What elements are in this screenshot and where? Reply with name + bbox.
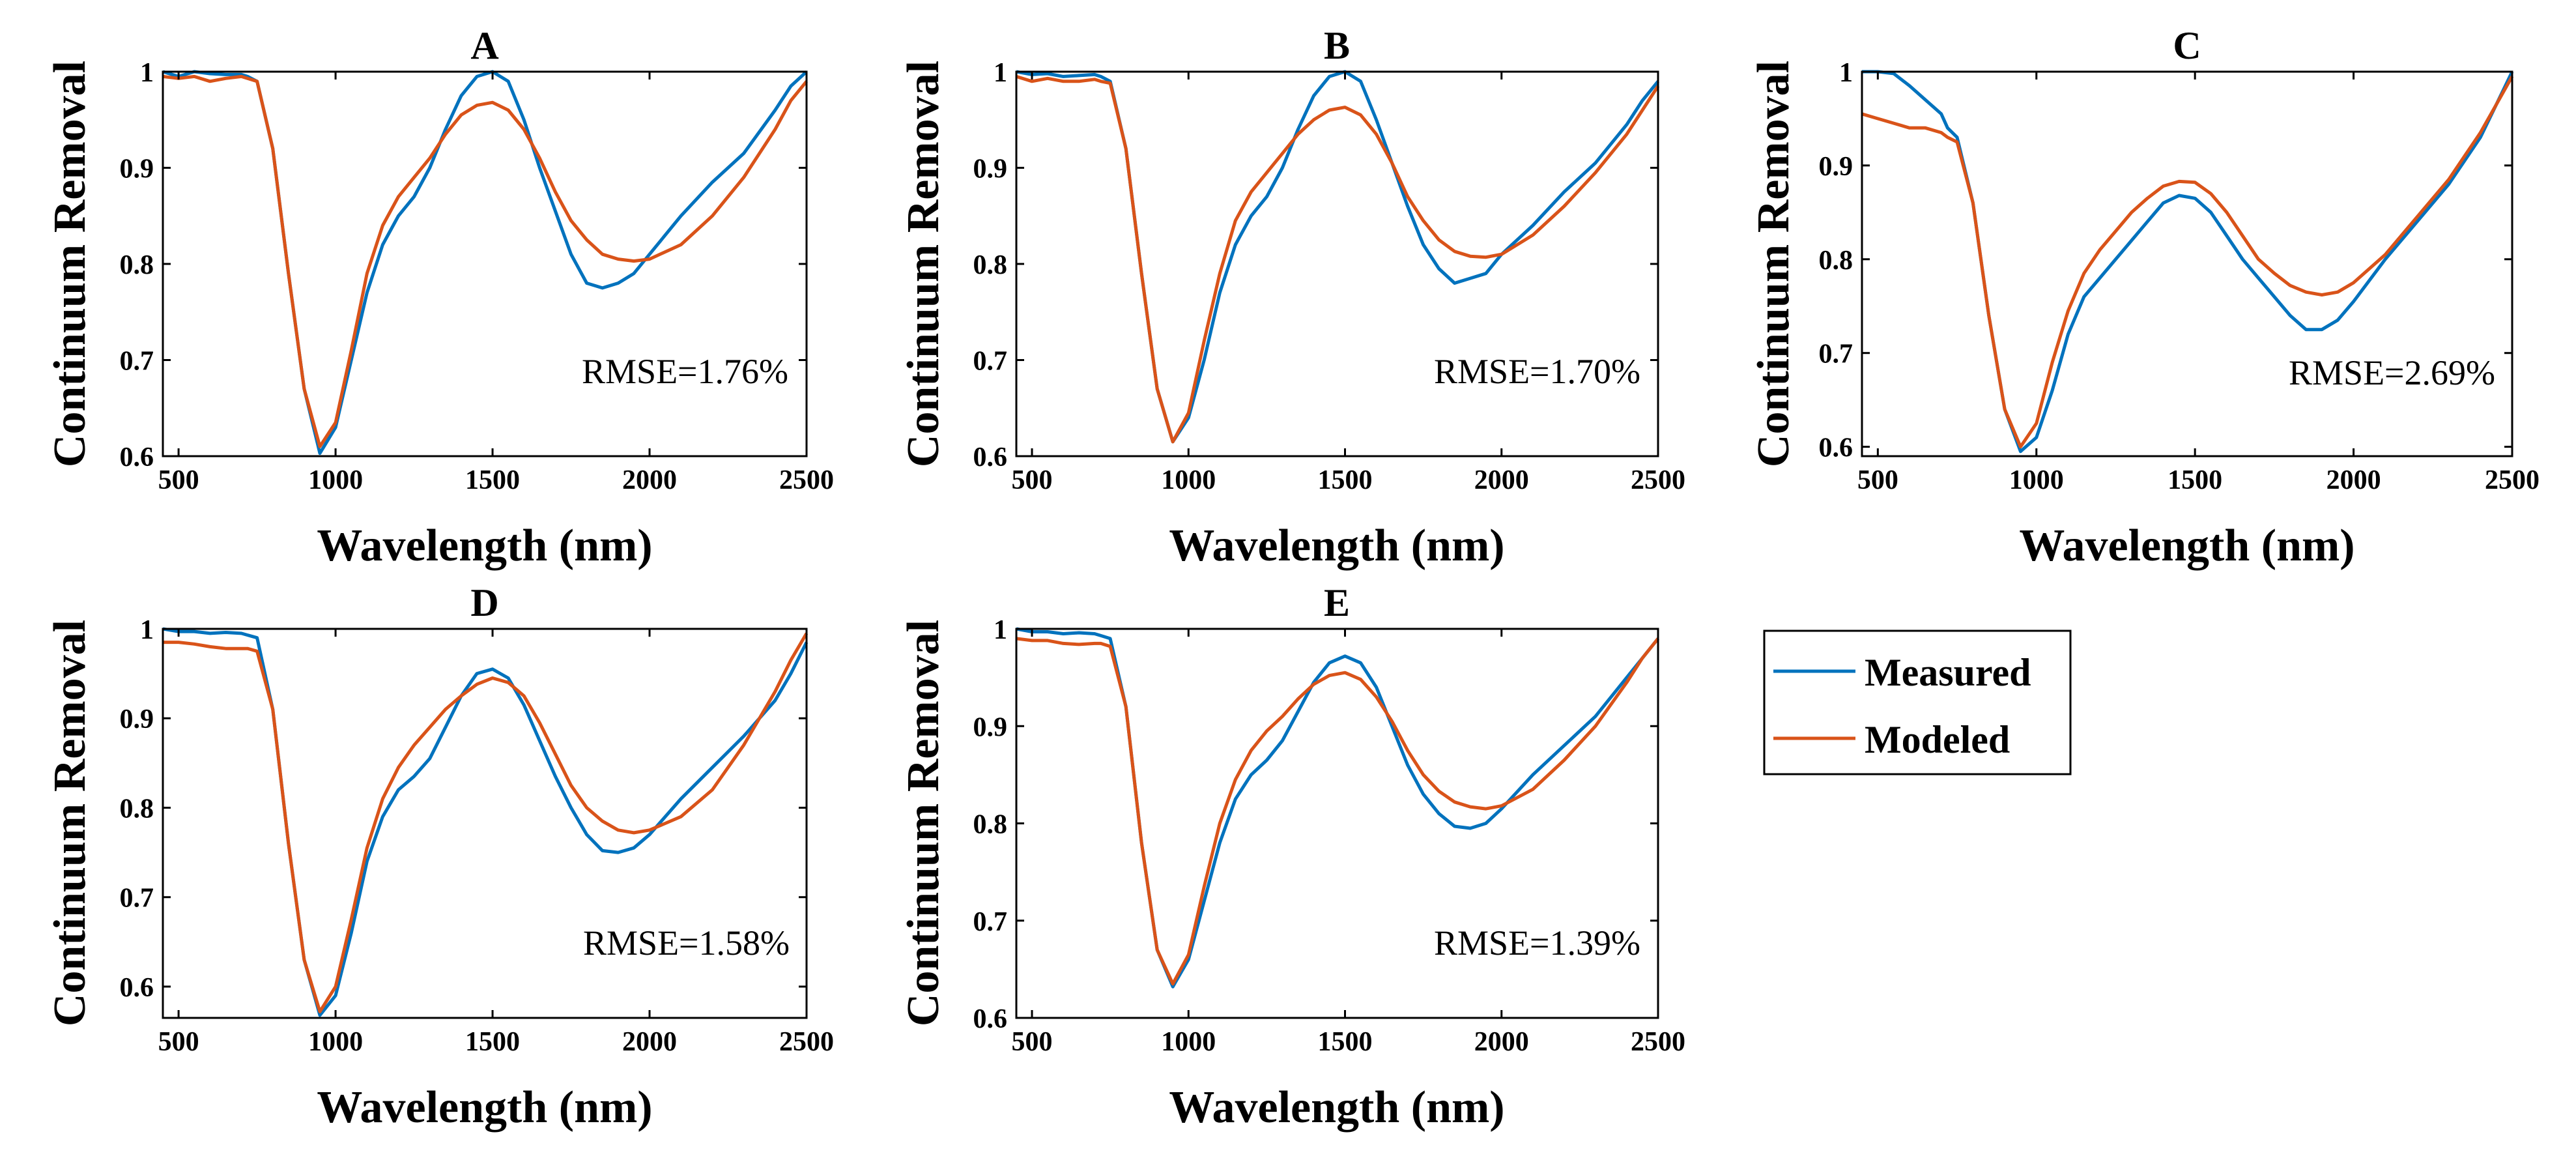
panel-b-title: B	[1324, 24, 1350, 67]
panel-b-ytick-label: 0.6	[973, 442, 1008, 472]
panel-c-ytick-label: 1	[1839, 58, 1853, 88]
legend-box	[1763, 630, 2072, 775]
panel-a: A Wavelength (nm) Continuum Removal RMSE…	[45, 24, 834, 571]
panel-b-ylabel: Continuum Removal	[898, 61, 949, 467]
panel-a-xtick-label: 1000	[308, 465, 363, 495]
panel-a-ytick-label: 1	[140, 58, 154, 88]
panel-c-ytick-label: 0.9	[1819, 152, 1853, 182]
panel-e-rmse-annotation: RMSE=1.39%	[1434, 923, 1640, 963]
panel-e-ytick-label: 1	[994, 615, 1007, 645]
panel-e-xtick-label: 2500	[1631, 1027, 1685, 1057]
panel-b-xlabel: Wavelength (nm)	[1169, 521, 1504, 571]
panel-e-ytick-label: 0.6	[973, 1004, 1008, 1034]
panel-e-ytick-label: 0.8	[973, 810, 1008, 840]
legend-measured-label: Measured	[1865, 651, 2031, 694]
panel-e-modeled-line	[1016, 637, 1659, 986]
panel-b-measured-line	[1016, 70, 1659, 444]
panel-d-xtick-label: 1500	[465, 1027, 520, 1057]
panel-d-rmse-annotation: RMSE=1.58%	[583, 923, 790, 963]
panel-a-ytick-label: 0.9	[120, 154, 154, 184]
panel-e-ytick-label: 0.9	[973, 712, 1008, 742]
panel-b-xtick-label: 500	[1012, 465, 1053, 495]
panel-e-ylabel: Continuum Removal	[898, 620, 949, 1026]
panel-c-ytick-label: 0.8	[1819, 246, 1853, 276]
panel-a-xlabel: Wavelength (nm)	[317, 521, 652, 571]
panel-b-xtick-label: 2500	[1631, 465, 1685, 495]
panel-a-title: A	[470, 24, 498, 67]
panel-e: E Wavelength (nm) Continuum Removal RMSE…	[898, 581, 1685, 1133]
panel-e-xtick-label: 2000	[1474, 1027, 1529, 1057]
panel-a-xtick-label: 1500	[465, 465, 520, 495]
panel-c-axes-box	[1861, 70, 2513, 457]
panel-b-ytick-label: 0.8	[973, 250, 1008, 280]
panel-e-ytick-label: 0.7	[973, 907, 1008, 937]
panel-d-ytick-label: 0.8	[120, 794, 154, 824]
panel-d-xtick-label: 2000	[622, 1027, 677, 1057]
panel-c-rmse-annotation: RMSE=2.69%	[2289, 353, 2495, 392]
panel-c-ytick-label: 0.6	[1819, 433, 1853, 463]
panel-e-xtick-label: 500	[1012, 1027, 1053, 1057]
panel-b-ytick-label: 1	[994, 58, 1007, 88]
panel-b-modeled-line	[1016, 75, 1660, 444]
panel-b: B Wavelength (nm) Continuum Removal RMSE…	[898, 24, 1685, 571]
panel-a-ytick-label: 0.7	[120, 347, 154, 377]
panel-b-ytick-label: 0.9	[973, 154, 1008, 184]
panel-c-modeled-line	[1861, 75, 2514, 449]
panel-c-ylabel: Continuum Removal	[1749, 61, 1799, 467]
panel-b-xtick-label: 1500	[1318, 465, 1373, 495]
panel-c: C Wavelength (nm) Continuum Removal RMSE…	[1749, 24, 2540, 571]
panel-d-xtick-label: 1000	[308, 1027, 363, 1057]
panel-a-xtick-label: 500	[158, 465, 199, 495]
panel-c-ytick-label: 0.7	[1819, 340, 1853, 369]
panel-d-ytick-label: 0.7	[120, 884, 154, 914]
panel-c-xtick-label: 1500	[2168, 465, 2222, 495]
panel-d-measured-line	[162, 627, 809, 1017]
panel-c-measured-line	[1862, 70, 2514, 454]
panel-a-ytick-label: 0.8	[120, 250, 154, 280]
panel-a-ylabel: Continuum Removal	[45, 61, 95, 467]
panel-a-modeled-line	[162, 74, 808, 448]
panel-c-title: C	[2173, 24, 2201, 67]
panel-d-axes-box	[162, 628, 808, 1019]
panel-d-title: D	[470, 581, 498, 624]
panel-d-ytick-label: 0.6	[120, 973, 154, 1003]
legend-modeled-label: Modeled	[1865, 718, 2010, 761]
panel-c-xlabel: Wavelength (nm)	[2019, 521, 2354, 571]
panel-b-xtick-label: 1000	[1161, 465, 1216, 495]
panel-d: D Wavelength (nm) Continuum Removal RMSE…	[45, 581, 834, 1133]
panel-a-xtick-label: 2500	[779, 465, 834, 495]
panel-a-xtick-label: 2000	[622, 465, 677, 495]
panel-c-xtick-label: 500	[1857, 465, 1898, 495]
panel-e-xlabel: Wavelength (nm)	[1169, 1082, 1504, 1133]
panel-e-xtick-label: 1500	[1318, 1027, 1373, 1057]
panel-e-measured-line	[1016, 627, 1659, 989]
panel-d-ylabel: Continuum Removal	[45, 620, 95, 1026]
panel-c-xtick-label: 1000	[2009, 465, 2064, 495]
panel-a-ytick-label: 0.6	[120, 442, 154, 472]
panel-d-ytick-label: 0.9	[120, 704, 154, 734]
panel-d-modeled-line	[163, 632, 809, 1013]
panel-d-xtick-label: 2500	[779, 1027, 834, 1057]
legend: Measured Modeled	[1763, 630, 2072, 775]
panel-b-ytick-label: 0.7	[973, 347, 1008, 377]
panel-e-title: E	[1324, 581, 1350, 624]
panel-a-rmse-annotation: RMSE=1.76%	[582, 352, 788, 391]
panel-b-rmse-annotation: RMSE=1.70%	[1434, 352, 1640, 391]
panel-d-xlabel: Wavelength (nm)	[317, 1082, 652, 1133]
panel-c-xtick-label: 2500	[2485, 465, 2540, 495]
panel-d-ytick-label: 1	[140, 615, 154, 645]
panel-c-xtick-label: 2000	[2326, 465, 2381, 495]
panel-e-xtick-label: 1000	[1161, 1027, 1216, 1057]
panel-b-xtick-label: 2000	[1474, 465, 1529, 495]
panel-d-xtick-label: 500	[158, 1027, 199, 1057]
